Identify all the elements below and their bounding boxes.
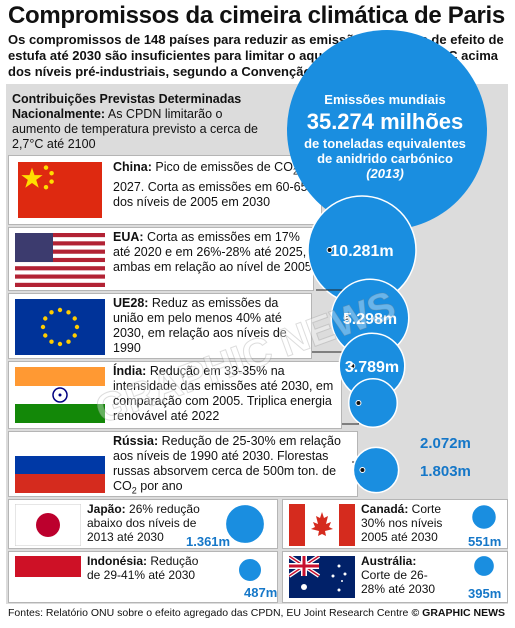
eu-star-icon [72,333,77,338]
russia-name: Rússia: [113,434,159,448]
intro-box: Contribuições Previstas Determinadas Nac… [6,88,268,152]
bubble-label-india: 2.072m [420,435,471,452]
connector-dot [349,363,356,369]
connector-dot [326,247,333,253]
indonesia-description: Indonésia: Redução de 29-41% até 2030 [87,554,207,582]
bubble-australia [472,554,496,578]
page-title: Compromissos da cimeira climática de Par… [8,2,505,29]
world-emissions-text: Emissões mundiais 35.274 milhões de tone… [300,92,470,181]
row-russia: Rússia: Redução de 25-30% em relação aos… [8,431,358,497]
eu-star-icon [49,339,54,344]
eu-star-icon [74,324,80,330]
japan-name: Japão: [87,502,126,516]
bubble-label-japan: 1.361m [186,534,230,549]
eu-description: UE28: Reduz as emissões da união em pelo… [113,296,309,356]
row-japan: Japão: 26% redução abaixo dos níveis de … [8,499,278,549]
china-sub: 2 [292,166,298,177]
eu-star-icon [66,310,71,315]
russia-text-2: por ano [136,479,183,493]
row-australia: Austrália: Corte de 26-28% até 2030 [282,551,508,603]
bubble-japan [224,503,266,545]
russia-flag-icon [15,437,105,493]
eu-star-icon [57,341,63,347]
eu-star-icon [66,339,71,344]
canada-description: Canadá: Corte 30% nos níveis 2005 até 20… [361,502,451,544]
connector-dot [343,315,350,321]
row-india: Índia: Redução em 33-35% na intensidade … [8,361,342,429]
japan-description: Japão: 26% redução abaixo dos níveis de … [87,502,205,544]
bubble-label-canada: 551m [468,534,501,549]
bubble-label-usa: 5.298m [343,311,397,328]
eu-star-icon [49,310,54,315]
world-label: Emissões mundiais [324,92,446,107]
japan-text: 26% redução abaixo dos níveis de 2013 at… [87,502,200,544]
eu-star-icon [43,333,48,338]
bubble-india [348,378,398,428]
usa-description: EUA: Corta as emissões em 17% até 2020 e… [113,230,313,275]
usa-text: Corta as emissões em 17% até 2020 e em 2… [113,230,312,274]
india-flag-icon [15,367,105,423]
china-flag-icon [15,162,105,218]
indonesia-flag-icon [15,556,81,598]
world-unit: de toneladas equivalentes de anidrido ca… [300,136,470,181]
world-bubble [287,30,487,230]
china-text: Pico de emissões de CO [151,160,293,174]
australia-flag-icon [289,556,355,598]
bubble-canada [470,503,498,531]
indonesia-name: Indonésia: [87,554,148,568]
russia-description: Rússia: Redução de 25-30% em relação aos… [113,434,353,499]
row-indonesia: Indonésia: Redução de 29-41% até 2030 [8,551,278,603]
russia-text: Redução de 25-30% em relação aos níveis … [113,434,341,493]
bubble-label-indonesia: 487m [244,585,277,600]
bubble-label-australia: 395m [468,586,501,601]
row-canada: Canadá: Corte 30% nos níveis 2005 até 20… [282,499,508,549]
russia-sub: 2 [131,485,137,496]
canada-text: Corte 30% nos níveis 2005 até 2030 [361,502,443,544]
world-unit-text: de toneladas equivalentes de anidrido ca… [304,136,466,166]
australia-name: Austrália: [361,554,417,568]
intro-text: As CPDN limitarão o aumento de temperatu… [12,107,258,151]
eu-star-icon [57,307,63,313]
indonesia-text: Redução de 29-41% até 2030 [87,554,199,582]
intro-heading: Contribuições Previstas Determinadas Nac… [12,92,242,121]
eu-star-icon [40,324,46,330]
eu-name: UE28: [113,296,149,310]
bubble-indonesia [237,557,263,583]
world-year: (2013) [366,166,404,181]
usa-name: EUA: [113,230,144,244]
eu-star-icon [72,316,77,321]
eu-flag-icon [15,299,105,355]
bubble-label-eu: 3.789m [345,359,399,376]
connector-dot [355,400,362,406]
bubble-label-china: 10.281m [330,243,393,260]
source-note: Fontes: Relatório ONU sobre o efeito agr… [8,607,409,619]
usa-flag-icon [15,233,105,287]
canada-name: Canadá: [361,502,409,516]
connector-dot [359,467,366,473]
india-text: Redução em 33-35% na intensidade das emi… [113,364,334,423]
brand-credit: © GRAPHIC NEWS [411,607,506,619]
bubble-russia [352,446,400,494]
bubble-label-russia: 1.803m [420,463,471,480]
eu-text: Reduz as emissões da união em pelo menos… [113,296,287,355]
world-value: 35.274 milhões [306,109,464,134]
india-description: Índia: Redução em 33-35% na intensidade … [113,364,339,424]
australia-text: Corte de 26-28% até 2030 [361,568,436,596]
australia-description: Austrália: Corte de 26-28% até 2030 [361,554,449,596]
japan-flag-icon [15,504,81,546]
china-name: China: [113,160,152,174]
india-name: Índia: [113,364,147,378]
canada-flag-icon [289,504,355,546]
row-usa: EUA: Corta as emissões em 17% até 2020 e… [8,227,314,291]
eu-star-icon [43,316,48,321]
row-eu: UE28: Reduz as emissões da união em pelo… [8,293,312,359]
